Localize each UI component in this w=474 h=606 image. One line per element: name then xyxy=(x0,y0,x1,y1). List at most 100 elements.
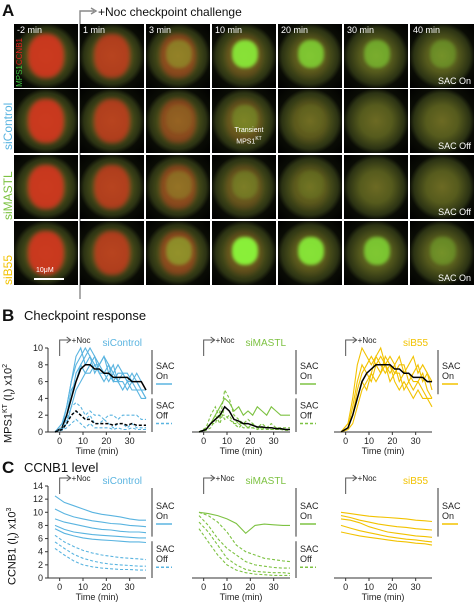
panel-c-title: CCNB1 level xyxy=(24,460,99,475)
kinetochore-signal xyxy=(232,105,258,133)
y-tick-label: 6 xyxy=(38,534,43,544)
y-tick-label: 8 xyxy=(38,520,43,530)
micrograph-r3-c0: 10μM xyxy=(14,221,78,285)
x-tick-label: 20 xyxy=(387,436,397,446)
chromosome-signal xyxy=(94,34,130,78)
series-line xyxy=(54,534,147,561)
chromosome-signal xyxy=(226,165,262,209)
row-label-simastl: siMASTL xyxy=(1,171,15,220)
subplot-label: siB55 xyxy=(403,476,428,487)
micrograph-r3-c3 xyxy=(212,221,276,285)
x-axis-label: Time (min) xyxy=(76,446,119,456)
x-tick-label: 10 xyxy=(222,436,232,446)
timepoint-label: 3 min xyxy=(149,25,172,35)
legend-sac-off: SAC xyxy=(156,544,175,554)
subplot-label: siControl xyxy=(103,338,142,349)
series-line xyxy=(340,363,432,433)
y-tick-label: 14 xyxy=(33,481,43,491)
series-line xyxy=(54,528,147,544)
chromosome-signal xyxy=(226,99,262,143)
kinetochore-signal xyxy=(430,237,456,265)
noc-marker xyxy=(345,339,356,356)
series-line xyxy=(340,364,432,433)
micrograph-r2-c0 xyxy=(14,155,78,219)
channel-labels: MPS1CCNB1 xyxy=(15,38,24,87)
y-tick-label: 4 xyxy=(38,547,43,557)
micrograph-r0-c2: 3 min xyxy=(146,24,210,88)
micrograph-r3-c5 xyxy=(344,221,408,285)
micrograph-r1-c6: SAC Off xyxy=(410,89,474,153)
micrograph-r2-c4 xyxy=(278,155,342,219)
chromosome-signal xyxy=(94,165,130,209)
series-line xyxy=(54,524,146,539)
chromosome-signal xyxy=(28,231,64,275)
noc-arrowhead xyxy=(352,474,358,482)
kinetochore-signal xyxy=(166,40,192,68)
x-tick-label: 0 xyxy=(343,582,348,592)
micrograph-r1-c3: Transient MPS1KT xyxy=(212,89,276,153)
y-tick-label: 0 xyxy=(38,427,43,437)
kinetochore-signal xyxy=(232,40,258,68)
kinetochore-signal xyxy=(166,105,192,133)
x-axis-label: Time (min) xyxy=(362,446,405,456)
micrograph-r0-c3: 10 min xyxy=(212,24,276,88)
kinetochore-signal xyxy=(298,171,324,199)
channel-ccnb1: CCNB1 xyxy=(15,38,24,66)
legend-sac-on: SAC xyxy=(442,501,461,511)
legend-sac-off: SAC xyxy=(300,400,319,410)
kinetochore-signal xyxy=(430,40,456,68)
noc-label: +Noc xyxy=(72,336,91,345)
legend-sac-on: SAC xyxy=(442,361,461,371)
panel-b-title: Checkpoint response xyxy=(24,308,147,323)
series-line xyxy=(340,531,433,546)
challenge-label: +Noc checkpoint challenge xyxy=(98,5,242,19)
noc-marker xyxy=(203,477,214,494)
kinetochore-signal xyxy=(364,237,390,265)
x-tick-label: 30 xyxy=(411,436,421,446)
micrograph-r0-c5: 30 min xyxy=(344,24,408,88)
kinetochore-signal xyxy=(166,171,192,199)
series-line xyxy=(340,524,433,543)
legend-sac-off-state: Off xyxy=(300,410,312,420)
sac-status-label: SAC On xyxy=(437,76,471,86)
row-label-sicontrol: siControl xyxy=(1,30,15,150)
series-line xyxy=(198,409,290,433)
series-line xyxy=(54,495,146,521)
chromosome-signal xyxy=(160,231,196,275)
noc-label: +Noc xyxy=(358,474,377,483)
series-line xyxy=(54,363,146,433)
y-tick-label: 10 xyxy=(33,507,43,517)
noc-marker xyxy=(59,339,70,356)
timepoint-label: 20 min xyxy=(281,25,309,35)
y-tick-label: 12 xyxy=(33,494,43,504)
noc-marker xyxy=(59,477,70,494)
x-tick-label: 30 xyxy=(269,582,279,592)
series-line xyxy=(54,409,146,433)
legend-sac-on-state: On xyxy=(300,371,312,381)
x-tick-label: 30 xyxy=(125,582,135,592)
x-tick-label: 10 xyxy=(364,582,374,592)
series-line xyxy=(54,418,146,433)
noc-arrowhead xyxy=(66,336,72,344)
series-line xyxy=(198,511,290,535)
x-tick-label: 10 xyxy=(364,436,374,446)
micrograph-r0-c0: -2 min MPS1CCNB1 xyxy=(14,24,78,88)
chromosome-signal xyxy=(160,99,196,143)
chromosome-signal xyxy=(94,99,130,143)
chromosome-signal xyxy=(160,165,196,209)
legend-sac-off: SAC xyxy=(300,544,319,554)
chromosome-signal xyxy=(160,34,196,78)
series-line xyxy=(340,511,433,523)
x-tick-label: 30 xyxy=(269,436,279,446)
y-tick-label: 2 xyxy=(38,560,43,570)
series-line xyxy=(198,388,290,433)
micrograph-r1-c5 xyxy=(344,89,408,153)
legend-sac-off-state: Off xyxy=(300,554,312,564)
kinetochore-signal xyxy=(364,40,390,68)
series-line xyxy=(340,354,433,433)
micrograph-r2-c6: SAC Off xyxy=(410,155,474,219)
series-line xyxy=(198,521,291,574)
y-tick-label: 8 xyxy=(38,360,43,370)
series-line xyxy=(198,515,290,569)
